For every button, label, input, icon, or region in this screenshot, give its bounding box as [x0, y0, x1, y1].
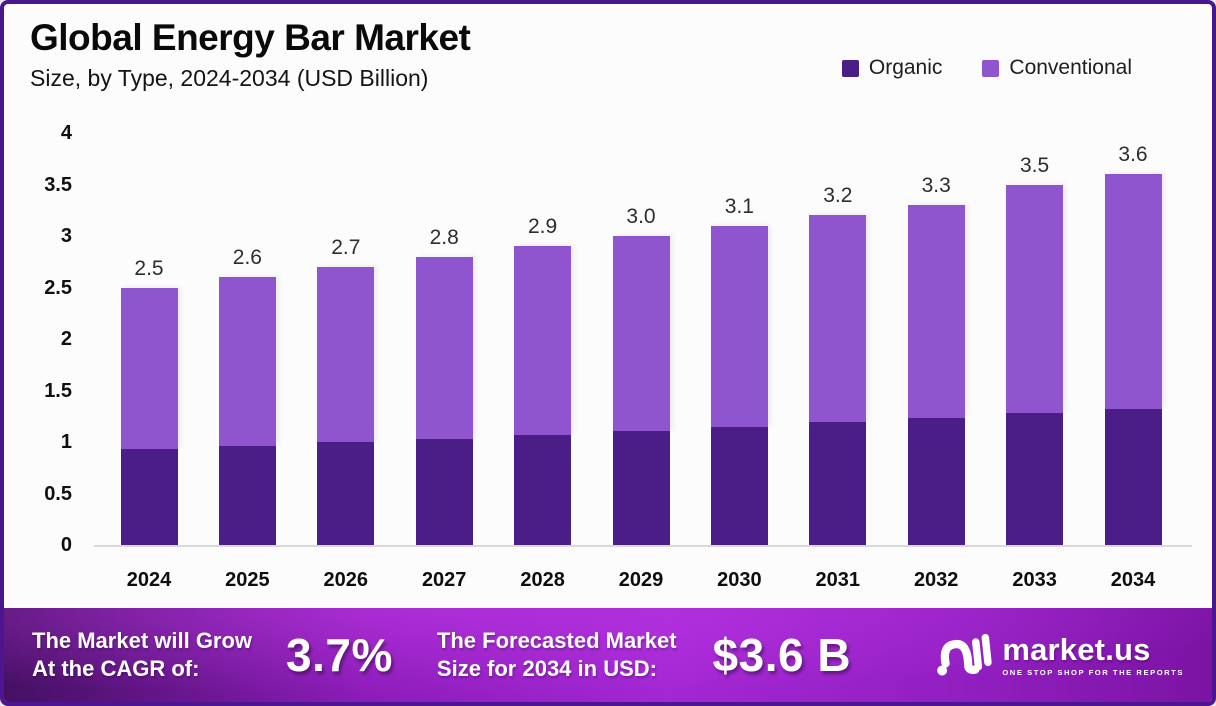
x-axis-label: 2034 — [1110, 569, 1156, 591]
bar-segment-conventional — [710, 225, 768, 427]
forecast-text-line2: Size for 2034 in USD: — [436, 656, 657, 681]
bar-segment-organic — [317, 442, 375, 545]
footer-banner: The Market will Grow At the CAGR of: 3.7… — [4, 608, 1212, 702]
forecast-text: The Forecasted Market Size for 2034 in U… — [437, 627, 677, 683]
bar-segment-organic — [120, 449, 178, 545]
y-axis-label: 2.5 — [44, 276, 72, 299]
y-axis-label: 0.5 — [44, 482, 72, 505]
page-title: Global Energy Bar Market — [30, 17, 471, 58]
market-us-logo-icon — [937, 633, 992, 676]
x-axis-label: 2027 — [421, 569, 467, 591]
y-axis-label: 3.5 — [44, 173, 72, 196]
market-us-logo: market.us ONE STOP SHOP FOR THE REPORTS — [934, 629, 1184, 681]
bar-segment-conventional — [415, 256, 473, 439]
y-axis-label: 0 — [60, 534, 72, 556]
page-subtitle: Size, by Type, 2024-2034 (USD Billion) — [30, 64, 429, 91]
bar-segment-organic — [514, 434, 572, 545]
legend-label: Organic — [868, 56, 943, 79]
bar-total-label: 3.2 — [823, 184, 853, 208]
bar-segment-conventional — [809, 215, 867, 423]
x-axis-label: 2033 — [1012, 569, 1057, 591]
bar-segment-conventional — [120, 287, 178, 450]
bar-segment-organic — [710, 426, 768, 545]
logo-tagline: ONE STOP SHOP FOR THE REPORTS — [1002, 667, 1184, 677]
cagr-value: 3.7% — [286, 629, 393, 681]
bar-segment-organic — [218, 446, 276, 545]
forecast-text-line1: The Forecasted Market — [436, 627, 677, 653]
x-axis-label: 2032 — [913, 569, 959, 591]
y-axis-label: 2 — [60, 328, 72, 350]
bar-total-label: 3.1 — [724, 194, 754, 218]
bar-total-label: 2.7 — [331, 235, 361, 259]
x-axis-label: 2025 — [225, 569, 270, 591]
logo-text-column: market.us ONE STOP SHOP FOR THE REPORTS — [1002, 634, 1184, 677]
bar-total-label: 2.5 — [134, 256, 164, 280]
bar-segment-organic — [907, 418, 965, 545]
bar-total-label: 2.8 — [429, 225, 459, 249]
y-axis-label: 4 — [60, 122, 72, 144]
bar-segment-conventional — [907, 205, 965, 419]
cagr-text-line1: The Market will Grow — [32, 627, 253, 653]
bar-segment-conventional — [1006, 184, 1064, 414]
bar-total-label: 2.6 — [232, 246, 262, 270]
x-axis-label: 2024 — [126, 569, 172, 591]
x-axis-label: 2026 — [323, 569, 369, 591]
x-axis-label: 2029 — [618, 569, 664, 591]
bar-segment-conventional — [612, 236, 670, 431]
stacked-bar-chart: 0 0.5 1 1.5 2 2.5 3 3.5 4 2.5 2024 2.6 2025 2.7 2026 2.… — [4, 4, 1212, 702]
bar-segment-conventional — [514, 246, 572, 435]
logo-name: market.us — [1002, 631, 1151, 667]
bar-total-label: 3.5 — [1019, 153, 1050, 177]
y-axis-label: 1 — [60, 431, 72, 453]
bar-segment-organic — [1006, 413, 1064, 545]
bar-total-label: 3.0 — [626, 205, 656, 228]
bar-segment-conventional — [1104, 174, 1162, 410]
bar-segment-organic — [809, 422, 867, 545]
bar-segment-organic — [415, 438, 473, 545]
y-axis-label: 1.5 — [44, 379, 72, 402]
bar-segment-conventional — [317, 266, 375, 442]
bar-total-label: 2.9 — [527, 215, 558, 239]
header: Global Energy Bar Market Size, by Type, … — [30, 17, 471, 92]
y-axis-label: 3 — [60, 225, 72, 247]
x-axis-line — [94, 545, 1192, 547]
legend-label: Conventional — [1009, 56, 1132, 79]
legend-item-organic: Organic — [841, 56, 943, 80]
conventional-swatch-icon — [982, 59, 1000, 77]
bar-segment-organic — [1104, 409, 1162, 545]
cagr-text: The Market will Grow At the CAGR of: — [32, 627, 252, 683]
x-axis-label: 2031 — [815, 569, 861, 591]
forecast-value: $3.6 B — [712, 629, 852, 681]
cagr-text-line2: At the CAGR of: — [32, 656, 200, 681]
bar-total-label: 3.3 — [921, 174, 951, 198]
legend-item-conventional: Conventional — [982, 56, 1132, 80]
bar-segment-conventional — [218, 277, 276, 447]
x-axis-label: 2030 — [717, 569, 762, 591]
bar-segment-organic — [612, 430, 670, 545]
organic-swatch-icon — [841, 59, 859, 77]
legend: Organic Conventional — [841, 56, 1132, 80]
bar-total-label: 3.6 — [1118, 143, 1148, 167]
x-axis-label: 2028 — [520, 569, 565, 591]
